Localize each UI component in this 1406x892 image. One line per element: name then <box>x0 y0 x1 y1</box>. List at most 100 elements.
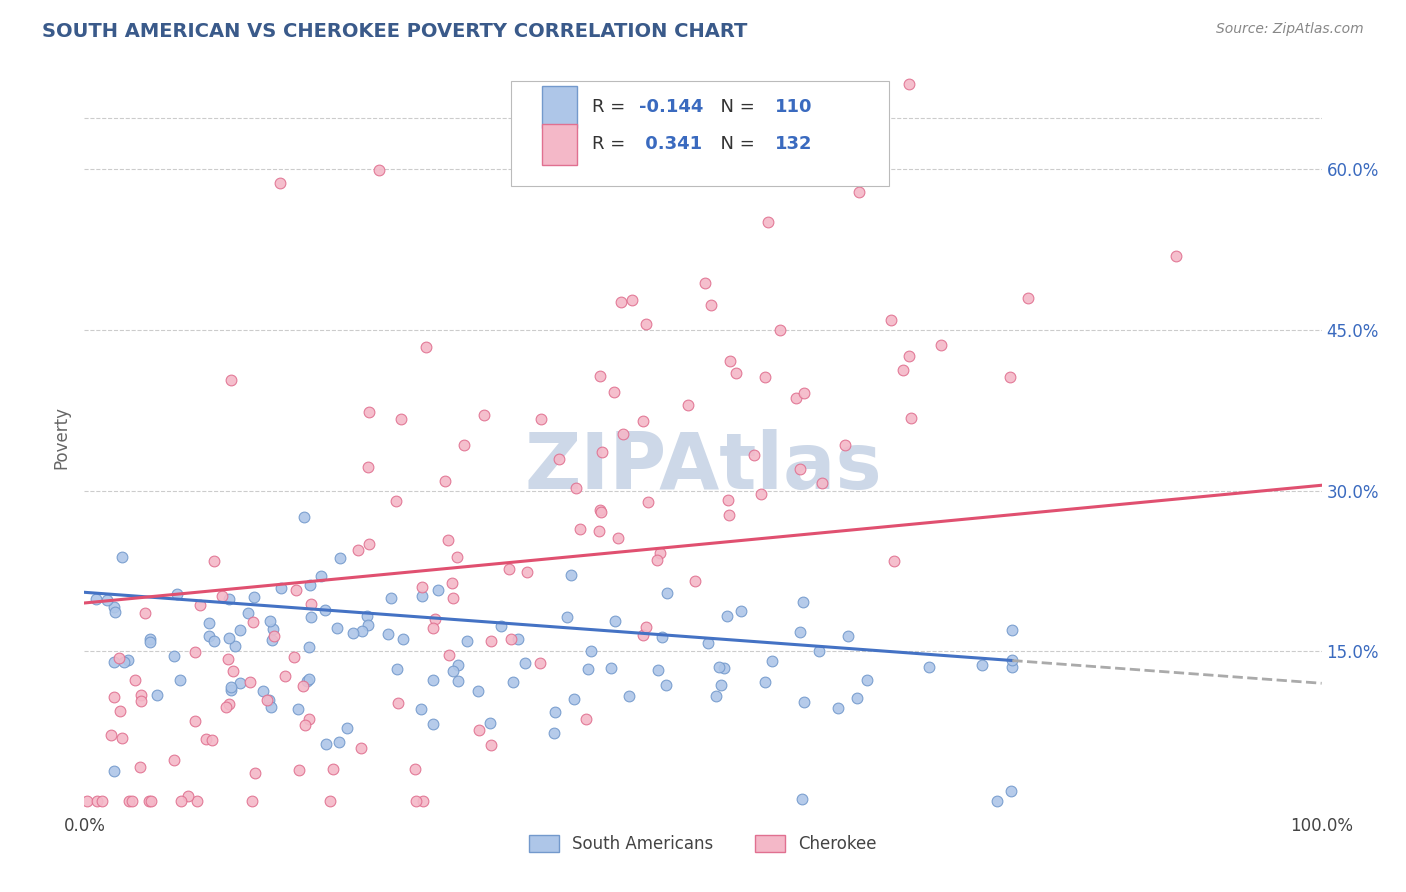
Point <box>242 615 264 629</box>
Point <box>198 629 221 643</box>
Point <box>478 715 501 730</box>
Point <box>581 643 603 657</box>
Point <box>602 384 624 399</box>
Point <box>600 661 623 675</box>
Point <box>575 712 598 726</box>
Point <box>754 674 776 689</box>
Point <box>453 437 475 451</box>
Point <box>236 606 259 620</box>
Point <box>651 630 673 644</box>
Point <box>589 369 612 384</box>
Point <box>218 697 240 711</box>
Point <box>696 635 718 649</box>
Point <box>389 412 412 426</box>
Text: 132: 132 <box>775 136 813 153</box>
Text: Source: ZipAtlas.com: Source: ZipAtlas.com <box>1216 22 1364 37</box>
Point <box>717 493 740 508</box>
Point <box>204 554 226 568</box>
Point <box>468 723 491 737</box>
Point <box>103 656 125 670</box>
Point <box>1000 784 1022 798</box>
Point <box>1166 249 1188 263</box>
Point <box>607 531 630 545</box>
Point <box>385 494 408 508</box>
Point <box>411 580 433 594</box>
Point <box>970 658 993 673</box>
Point <box>357 404 380 418</box>
Point <box>1001 653 1024 667</box>
Point <box>683 574 706 588</box>
Point <box>423 612 446 626</box>
Text: N =: N = <box>709 98 761 116</box>
Point <box>710 677 733 691</box>
Point <box>217 651 239 665</box>
Point <box>793 695 815 709</box>
Point <box>655 678 678 692</box>
Point <box>557 610 579 624</box>
Point <box>104 605 127 619</box>
Point <box>716 608 738 623</box>
Point <box>474 409 496 423</box>
Point <box>170 794 193 808</box>
Point <box>479 633 502 648</box>
Point <box>314 603 336 617</box>
Point <box>986 794 1008 808</box>
Point <box>163 752 186 766</box>
Point <box>299 609 322 624</box>
Point <box>219 373 242 387</box>
Point <box>387 662 409 676</box>
Point <box>186 794 208 808</box>
Point <box>166 586 188 600</box>
Text: R =: R = <box>592 136 631 153</box>
Point <box>357 460 380 475</box>
Point <box>562 692 585 706</box>
Point <box>84 592 107 607</box>
Point <box>880 312 903 326</box>
Point <box>134 606 156 620</box>
Point <box>441 664 464 678</box>
Point <box>749 487 772 501</box>
Point <box>329 550 352 565</box>
Point <box>218 591 240 606</box>
Point <box>891 363 914 377</box>
Point <box>328 735 350 749</box>
Point <box>243 766 266 780</box>
Point <box>342 626 364 640</box>
Point <box>262 622 284 636</box>
Point <box>283 649 305 664</box>
Point <box>730 603 752 617</box>
Legend: South Americans, Cherokee: South Americans, Cherokee <box>522 828 884 860</box>
Point <box>259 614 281 628</box>
Point <box>560 568 582 582</box>
Point <box>129 694 152 708</box>
Point <box>177 789 200 803</box>
Point <box>440 576 463 591</box>
Point <box>224 639 246 653</box>
Point <box>678 398 700 412</box>
Point <box>589 505 612 519</box>
Point <box>848 185 870 199</box>
Point <box>96 593 118 607</box>
Point <box>569 522 592 536</box>
Point <box>790 792 813 806</box>
Point <box>883 554 905 568</box>
Point <box>299 597 322 611</box>
Point <box>91 794 114 808</box>
Point <box>229 623 252 637</box>
Point <box>326 621 349 635</box>
Point <box>589 503 612 517</box>
Point <box>846 691 869 706</box>
Point <box>124 673 146 687</box>
Point <box>713 661 735 675</box>
Point <box>287 701 309 715</box>
Point <box>447 673 470 688</box>
Point <box>292 510 315 524</box>
Text: 110: 110 <box>775 98 813 116</box>
Point <box>502 674 524 689</box>
Point <box>139 794 162 808</box>
Point <box>103 690 125 704</box>
Point <box>257 693 280 707</box>
Bar <box>543 87 576 128</box>
Point <box>515 656 537 670</box>
Point <box>479 738 502 752</box>
